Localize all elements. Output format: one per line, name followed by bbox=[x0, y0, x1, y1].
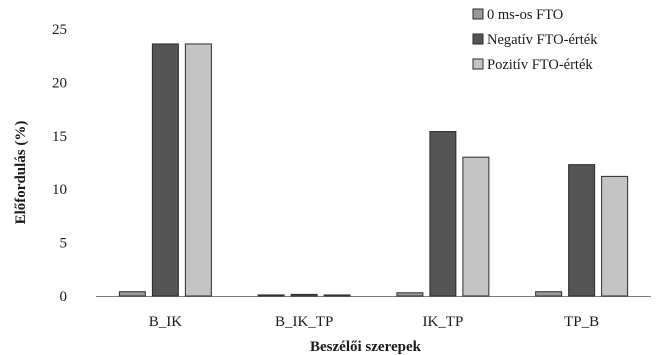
legend-label: 0 ms-os FTO bbox=[487, 7, 563, 23]
bar bbox=[601, 175, 629, 297]
y-tick-label: 5 bbox=[60, 236, 68, 252]
bar bbox=[257, 294, 285, 297]
y-tick-label: 20 bbox=[52, 75, 67, 91]
bar bbox=[184, 43, 212, 297]
x-axis-title: Beszélői szerepek bbox=[310, 339, 422, 355]
bar bbox=[118, 291, 146, 297]
bar bbox=[290, 293, 318, 297]
bar bbox=[429, 131, 457, 297]
x-tick-label: TP_B bbox=[564, 314, 599, 330]
bar bbox=[396, 292, 424, 297]
legend: 0 ms-os FTO Negatív FTO-érték Pozitív FTO-… bbox=[472, 7, 598, 73]
y-tick-labels: 0 5 10 15 20 25 bbox=[52, 22, 67, 305]
x-tick-label: B_IK bbox=[149, 314, 183, 330]
bar bbox=[535, 291, 563, 297]
legend-swatch bbox=[472, 33, 484, 45]
x-tick-label: IK_TP bbox=[422, 314, 463, 330]
legend-label: Pozitív FTO-érték bbox=[487, 57, 593, 73]
y-tick-label: 25 bbox=[52, 22, 67, 38]
bars bbox=[118, 43, 629, 297]
bar bbox=[462, 156, 490, 297]
y-tick-label: 0 bbox=[60, 289, 68, 305]
x-tick-label: B_IK_TP bbox=[275, 314, 333, 330]
bar bbox=[151, 43, 179, 297]
x-tick-labels: B_IK B_IK_TP IK_TP TP_B bbox=[149, 314, 599, 330]
bar bbox=[323, 294, 351, 297]
axes: Előfordulás (%) Beszélői szerepek bbox=[13, 121, 651, 355]
legend-swatch bbox=[472, 58, 484, 70]
legend-swatch bbox=[472, 8, 484, 20]
y-axis-title: Előfordulás (%) bbox=[13, 121, 29, 225]
y-tick-label: 10 bbox=[52, 182, 67, 198]
bar bbox=[568, 164, 596, 297]
legend-label: Negatív FTO-érték bbox=[487, 32, 598, 48]
y-tick-label: 15 bbox=[52, 129, 67, 145]
